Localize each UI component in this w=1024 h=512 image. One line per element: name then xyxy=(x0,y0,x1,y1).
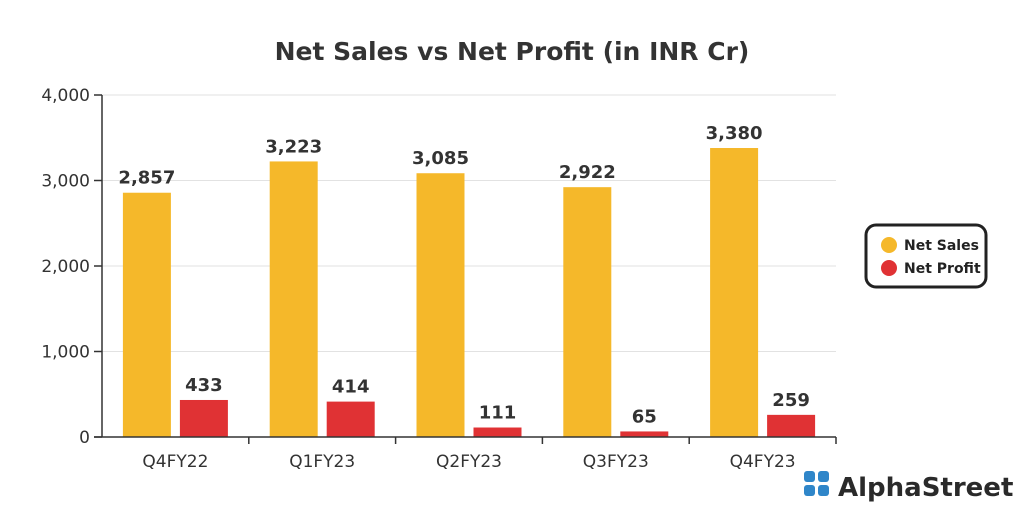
data-label: 3,085 xyxy=(412,148,469,169)
data-label: 414 xyxy=(332,377,370,398)
chart-title: Net Sales vs Net Profit (in INR Cr) xyxy=(275,37,750,66)
bar-net-profit xyxy=(767,414,816,437)
bar-net-sales xyxy=(563,187,612,437)
bar-net-profit xyxy=(620,431,669,437)
y-axis: 0 1,000 2,000 3,000 4,000 xyxy=(41,86,103,448)
x-axis: Q4FY22 Q1FY23 Q2FY23 Q3FY23 Q4FY23 xyxy=(94,436,837,472)
bars xyxy=(122,148,816,438)
bar-net-profit xyxy=(473,427,522,437)
data-label: 259 xyxy=(772,390,810,411)
y-tick-label: 2,000 xyxy=(41,257,90,277)
data-label: 65 xyxy=(632,406,657,427)
legend-box xyxy=(864,223,988,289)
y-tick-label: 3,000 xyxy=(41,172,90,192)
x-tick-label: Q4FY23 xyxy=(730,452,796,472)
bar-net-sales xyxy=(122,192,171,437)
y-tick-label: 4,000 xyxy=(41,86,90,106)
bar-net-sales xyxy=(416,173,465,438)
legend-label-net-sales: Net Sales xyxy=(904,238,979,254)
data-label: 3,380 xyxy=(706,123,763,144)
legend-swatch-net-profit xyxy=(881,260,897,276)
y-tick-label: 1,000 xyxy=(41,343,90,363)
data-label: 111 xyxy=(479,403,517,424)
brand-name: AlphaStreet xyxy=(838,473,1013,503)
y-tick-label: 0 xyxy=(79,428,90,448)
bar-net-profit xyxy=(179,399,228,437)
data-label: 2,857 xyxy=(118,168,175,189)
x-tick-label: Q4FY22 xyxy=(142,452,208,472)
brand-logo: AlphaStreet xyxy=(804,471,1013,503)
legend-label-net-profit: Net Profit xyxy=(904,261,981,277)
bar-net-sales xyxy=(269,161,318,437)
bar-net-profit xyxy=(326,401,375,437)
alphastreet-logo-icon xyxy=(804,471,829,496)
data-label: 3,223 xyxy=(265,136,322,157)
x-tick-label: Q3FY23 xyxy=(583,452,649,472)
bar-net-sales xyxy=(710,148,759,437)
x-tick-label: Q2FY23 xyxy=(436,452,502,472)
data-label: 433 xyxy=(185,375,223,396)
x-tick-label: Q1FY23 xyxy=(289,452,355,472)
data-labels: 2,857 433 3,223 414 3,085 111 2,922 65 3,380 259 xyxy=(118,123,809,427)
legend-swatch-net-sales xyxy=(881,237,897,253)
data-label: 2,922 xyxy=(559,162,616,183)
legend: Net Sales Net Profit xyxy=(864,223,988,289)
